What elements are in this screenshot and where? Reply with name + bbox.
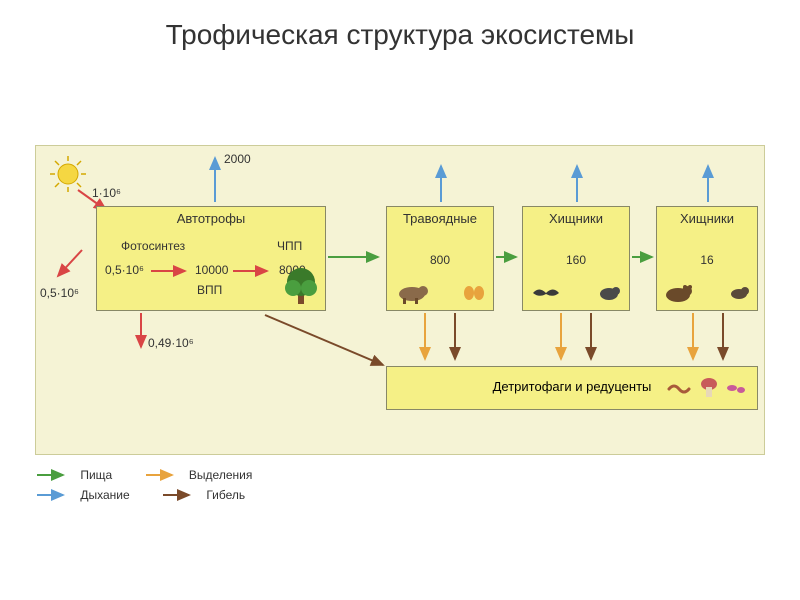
- legend-excretion: Выделения: [144, 467, 253, 482]
- excr-pred2: [686, 311, 700, 365]
- detritus-label: Детритофаги и редуценты: [493, 379, 652, 394]
- resp-herb: [434, 160, 448, 206]
- death-pred1: [584, 311, 598, 365]
- top-loss-value: 2000: [224, 152, 251, 166]
- reflected-arrow: [52, 246, 92, 286]
- bear-icon: [663, 282, 693, 304]
- excr-herb: [418, 311, 432, 365]
- predators2-value: 16: [657, 253, 757, 267]
- tree-icon: [283, 264, 319, 306]
- butterfly-icon: [463, 284, 485, 302]
- legend: Пища Выделения Дыхание Гибель: [35, 467, 280, 507]
- autotrophs-box: Автотрофы Фотосинтез ЧПП 0,5·10⁶ 10000 8…: [96, 206, 326, 311]
- autotrophs-label: Автотрофы: [97, 207, 325, 226]
- autotroph-resp-value: 0,49·10⁶: [148, 336, 194, 350]
- photosynthesis-label: Фотосинтез: [121, 239, 185, 253]
- cow-icon: [395, 282, 429, 304]
- resp-pred2: [701, 160, 715, 206]
- legend-death: Гибель: [161, 487, 245, 502]
- autotroph-resp-arrow: [134, 311, 148, 353]
- excr-pred1: [554, 311, 568, 365]
- val-05: 0,5·10⁶: [105, 263, 144, 277]
- bird1-icon: [597, 284, 621, 302]
- death-auto: [261, 311, 391, 371]
- food-arrow-1: [326, 250, 386, 264]
- sun-input-value: 1·10⁶: [92, 186, 121, 200]
- herbivores-value: 800: [387, 253, 493, 267]
- predators2-box: Хищники 16: [656, 206, 758, 311]
- death-pred2: [716, 311, 730, 365]
- mushroom-icon: [699, 377, 719, 399]
- herbivores-box: Травоядные 800: [386, 206, 494, 311]
- reflected-value: 0,5·10⁶: [40, 286, 79, 300]
- death-herb: [448, 311, 462, 365]
- bacteria-icon: [725, 381, 747, 395]
- bat-icon: [531, 284, 561, 302]
- top-loss-arrow: [208, 152, 222, 206]
- food-arrow-3: [630, 250, 658, 264]
- gpp-label: ВПП: [197, 283, 222, 297]
- legend-respiration: Дыхание: [35, 487, 130, 502]
- diagram-canvas: 1·10⁶ 0,5·10⁶ Автотрофы Фотосинтез ЧПП 0…: [35, 145, 765, 455]
- predators2-label: Хищники: [657, 207, 757, 226]
- predators1-value: 160: [523, 253, 629, 267]
- resp-pred1: [570, 160, 584, 206]
- npp-label: ЧПП: [277, 239, 302, 253]
- food-arrow-2: [494, 250, 522, 264]
- predators1-box: Хищники 160: [522, 206, 630, 311]
- legend-food: Пища: [35, 467, 112, 482]
- predators1-label: Хищники: [523, 207, 629, 226]
- internal-arrow1: [149, 265, 193, 277]
- val-10000: 10000: [195, 263, 228, 277]
- detritus-box: Детритофаги и редуценты: [386, 366, 758, 410]
- herbivores-label: Травоядные: [387, 207, 493, 226]
- worm-icon: [667, 381, 693, 397]
- internal-arrow2: [231, 265, 275, 277]
- page-title: Трофическая структура экосистемы: [0, 0, 800, 52]
- eagle-icon: [727, 284, 751, 302]
